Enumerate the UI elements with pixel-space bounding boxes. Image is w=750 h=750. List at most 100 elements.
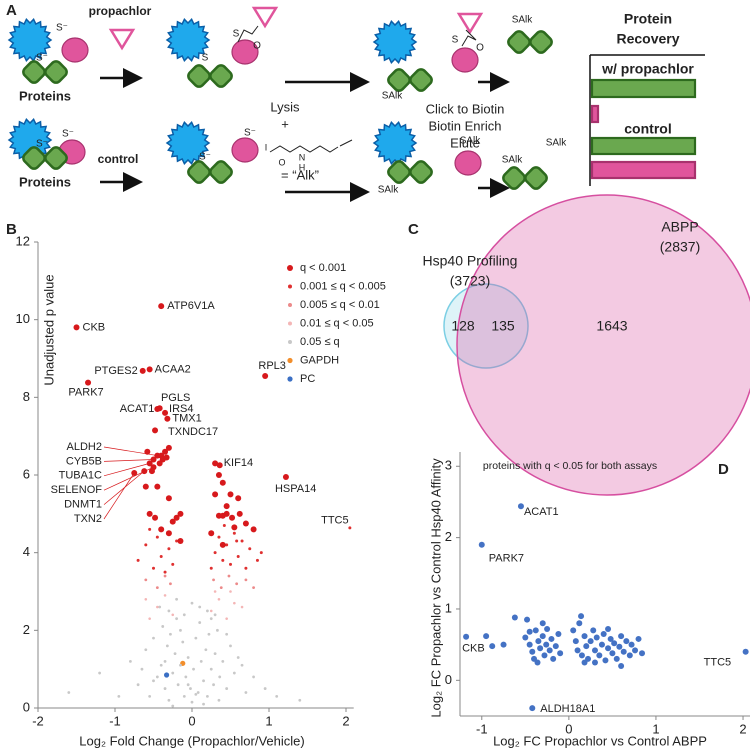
data-point [144,448,151,455]
data-point [576,620,583,627]
data-point [611,640,618,647]
schematic-label: control [98,152,139,166]
data-point [148,617,151,620]
data-point [628,641,635,648]
data-point [605,645,612,652]
data-point [229,562,232,566]
data-point [262,372,269,379]
data-point [223,503,230,510]
data-point [164,415,171,422]
schematic-label: Protein [624,11,672,27]
set-size: (3723) [450,273,490,289]
leader-line [103,472,135,520]
data-point [529,705,536,712]
data-point [602,657,609,664]
venn-set [443,283,529,369]
data-point [605,625,612,632]
data-point [177,510,184,517]
data-point [581,633,588,640]
legend-label: q < 0.001 [300,262,346,274]
data-point [171,671,175,675]
schematic-label: O [253,41,261,52]
data-point [144,543,148,547]
data-point [209,617,213,621]
adduct-chain [237,25,259,43]
data-point [165,644,169,648]
data-point [186,656,190,659]
data-point [639,650,646,657]
panel-label: B [6,221,17,238]
schematic-label: S [452,35,459,46]
schematic-label: = “Alk” [281,167,319,182]
y-tick-label: 10 [16,311,30,326]
protein-green [387,68,411,92]
data-point [348,526,352,530]
data-point [198,621,202,624]
y-tick-label: 2 [23,622,30,637]
point-label: PGLS [161,392,190,404]
point-label: KIF14 [224,457,253,469]
data-point [252,586,256,590]
data-point [591,659,598,666]
data-point [242,520,249,527]
data-point [557,650,564,657]
data-point [136,683,140,687]
data-point [167,698,171,702]
data-point [144,648,148,652]
data-point [609,650,616,657]
data-point [176,683,180,687]
x-tick-label: 0 [188,713,195,728]
subtitle: proteins with q < 0.05 for both assays [483,460,657,472]
data-point [152,514,159,521]
x-tick-label: -1 [109,713,121,728]
panel-label: A [6,2,17,19]
x-tick-label: 1 [265,713,272,728]
schematic-label: SAlk [460,136,482,147]
data-point [219,541,226,548]
data-point [244,691,248,694]
data-point [171,562,175,566]
data-point [184,675,188,679]
legend-label: 0.001 ≤ q < 0.005 [300,280,386,292]
schematic-label: S⁻ [56,23,68,34]
data-point [578,613,585,620]
data-point [574,647,581,654]
data-point [194,693,198,696]
data-point [529,648,536,655]
data-point [179,663,182,667]
data-point [179,628,182,632]
data-point [229,590,232,593]
schematic-label: control [624,121,671,137]
data-point [539,633,546,640]
data-point [163,594,167,597]
data-point [223,510,230,517]
data-point [190,601,194,605]
data-point [225,617,228,620]
data-point [167,547,171,551]
data-point [572,638,579,645]
data-point [209,609,213,613]
data-point [163,570,167,574]
data-point [742,648,749,655]
data-point [169,582,172,586]
x-axis-title: Log₂ FC Propachlor vs Control ABPP [493,733,707,748]
point-label: PARK7 [68,386,103,398]
data-point [539,620,546,627]
schematic-label: SAlk [512,15,534,26]
data-point [250,526,257,533]
data-point [535,638,542,645]
legend-label: 0.01 ≤ q < 0.05 [300,317,374,329]
data-point [156,460,163,467]
data-point [511,614,518,621]
data-point [227,574,231,578]
data-point [534,659,541,666]
schematic-label: SAlk [382,91,404,102]
protein-pink [61,37,89,63]
point-label: CKB [462,643,485,655]
data-point [229,514,236,521]
protein-green [529,30,553,54]
data-point [517,503,524,510]
protein-green [22,146,46,170]
legend-label: PC [300,373,315,385]
data-point [212,578,215,582]
